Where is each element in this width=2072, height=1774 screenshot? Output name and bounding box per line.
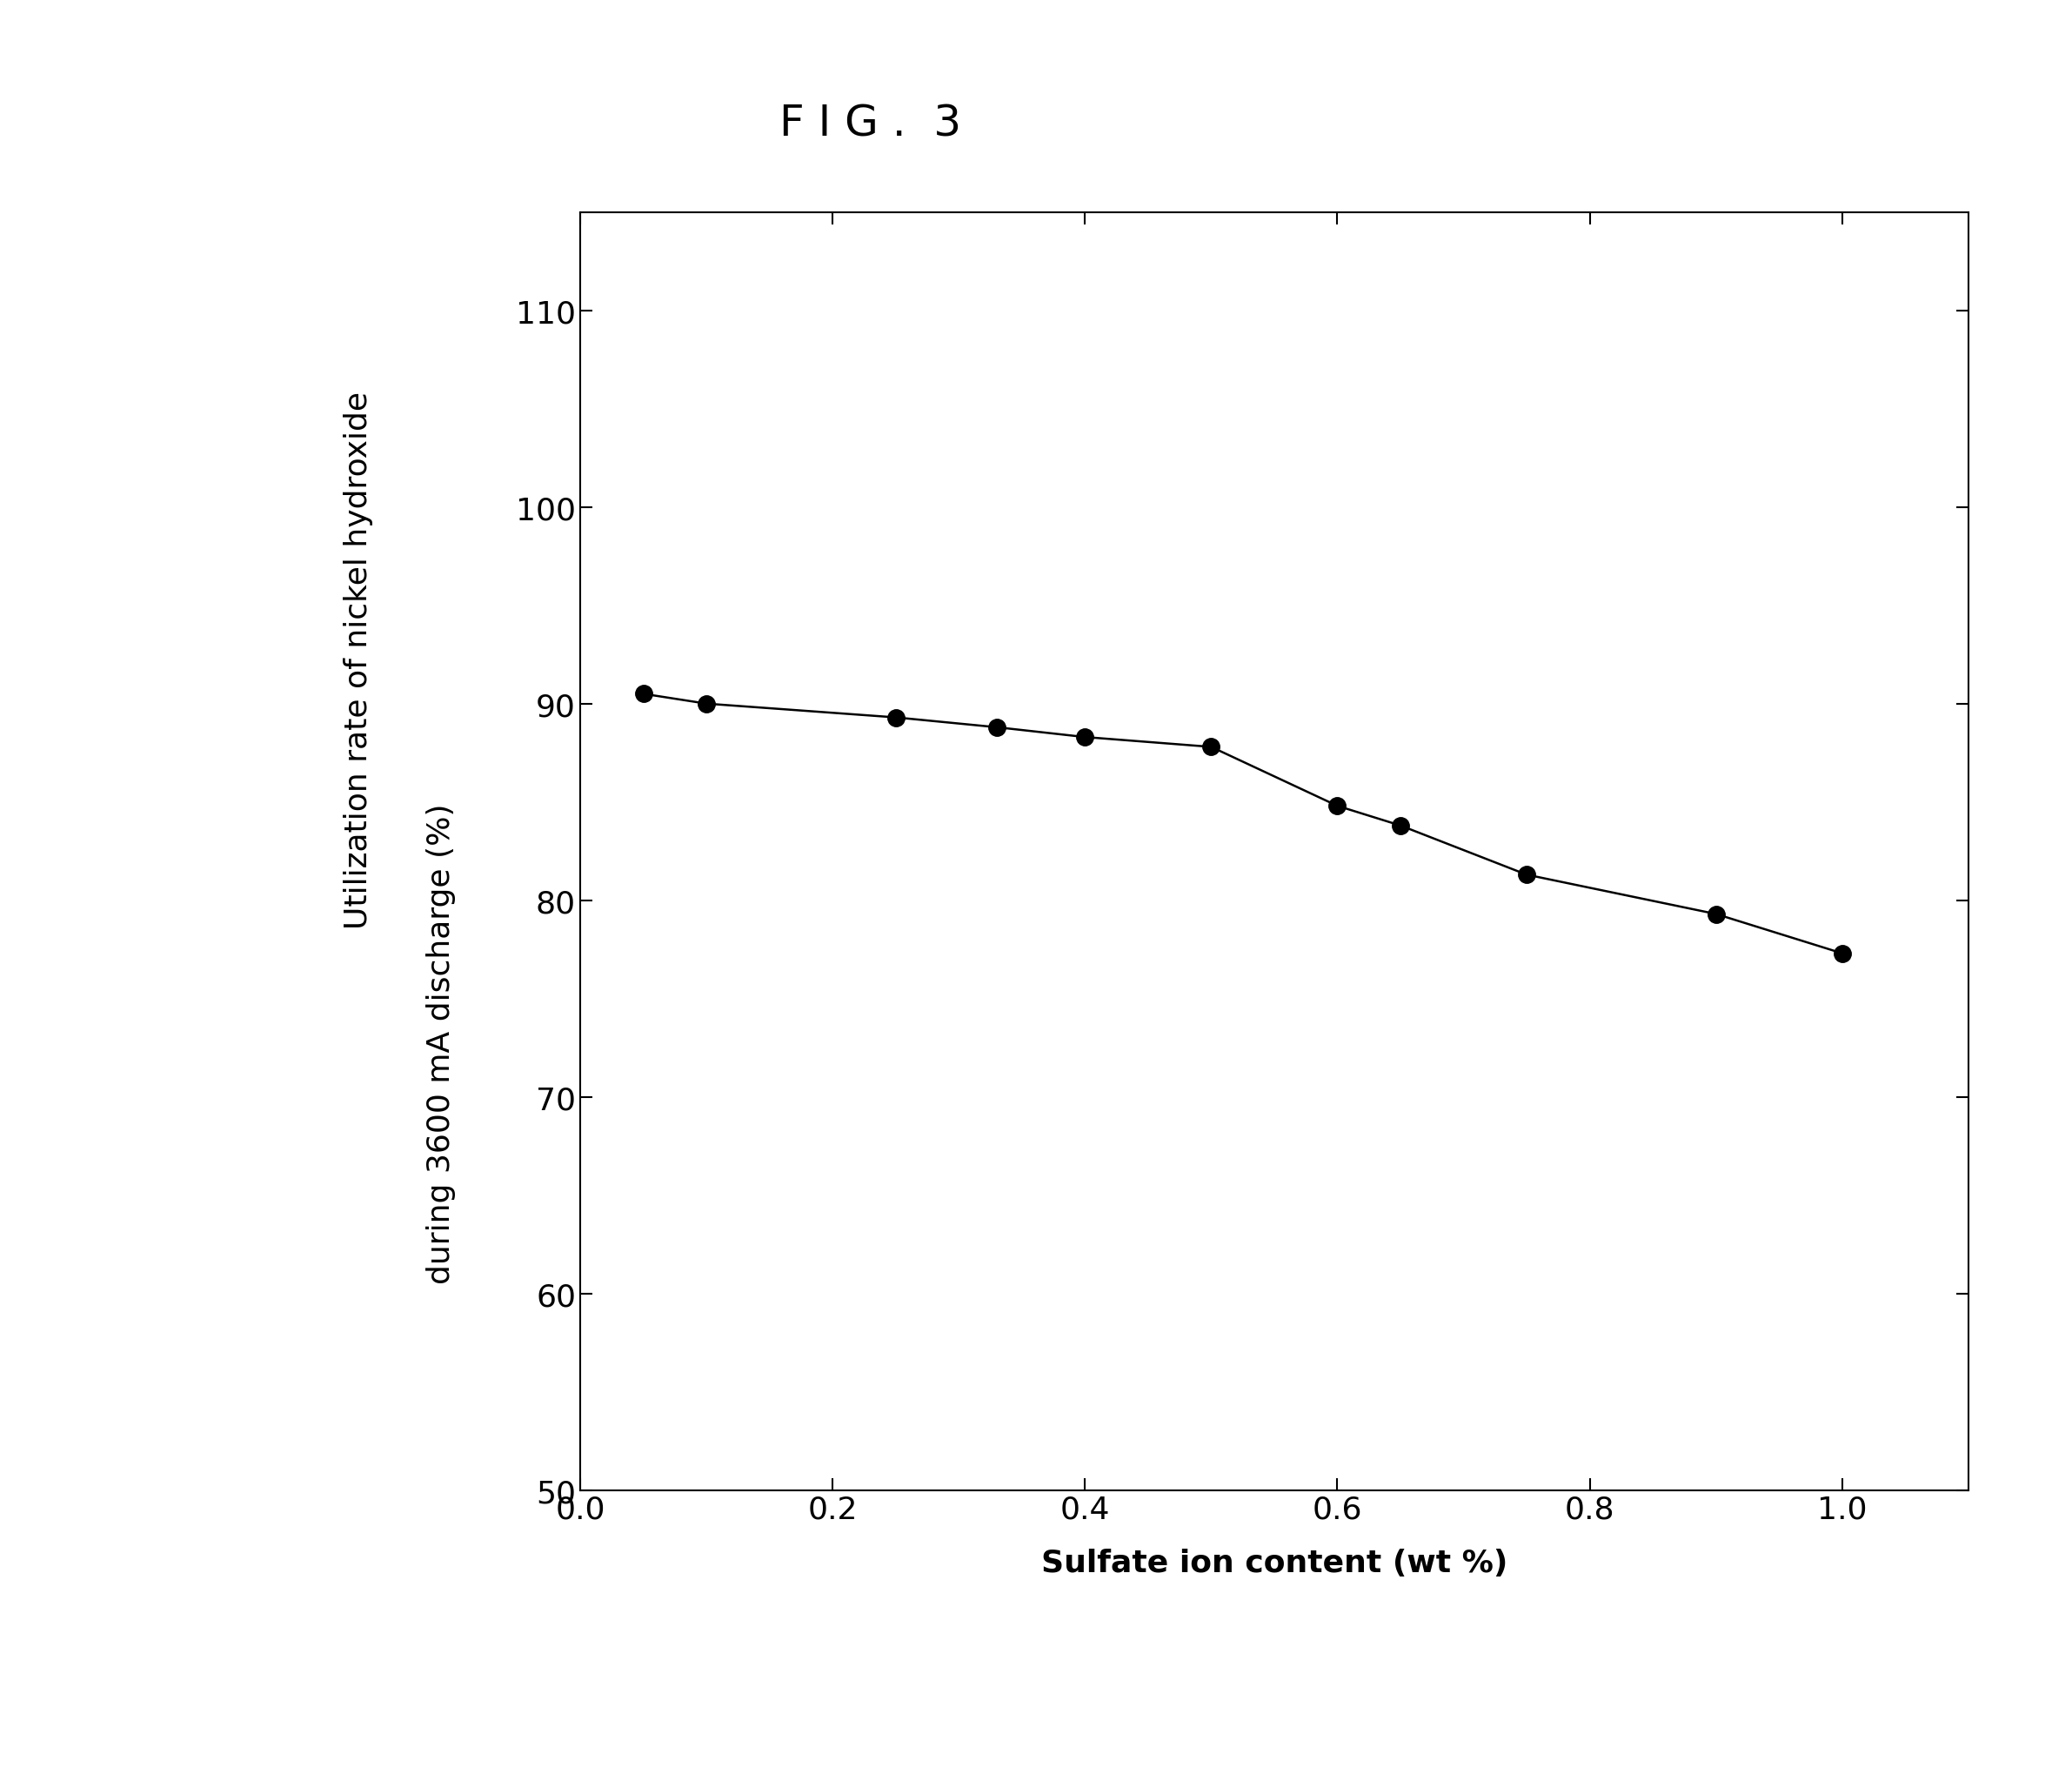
X-axis label: Sulfate ion content (wt %): Sulfate ion content (wt %)	[1040, 1549, 1508, 1577]
Text: Utilization rate of nickel hydroxide: Utilization rate of nickel hydroxide	[344, 392, 373, 928]
Text: during 3600 mA discharge (%): during 3600 mA discharge (%)	[427, 804, 456, 1283]
Text: F I G .  3: F I G . 3	[779, 103, 961, 145]
